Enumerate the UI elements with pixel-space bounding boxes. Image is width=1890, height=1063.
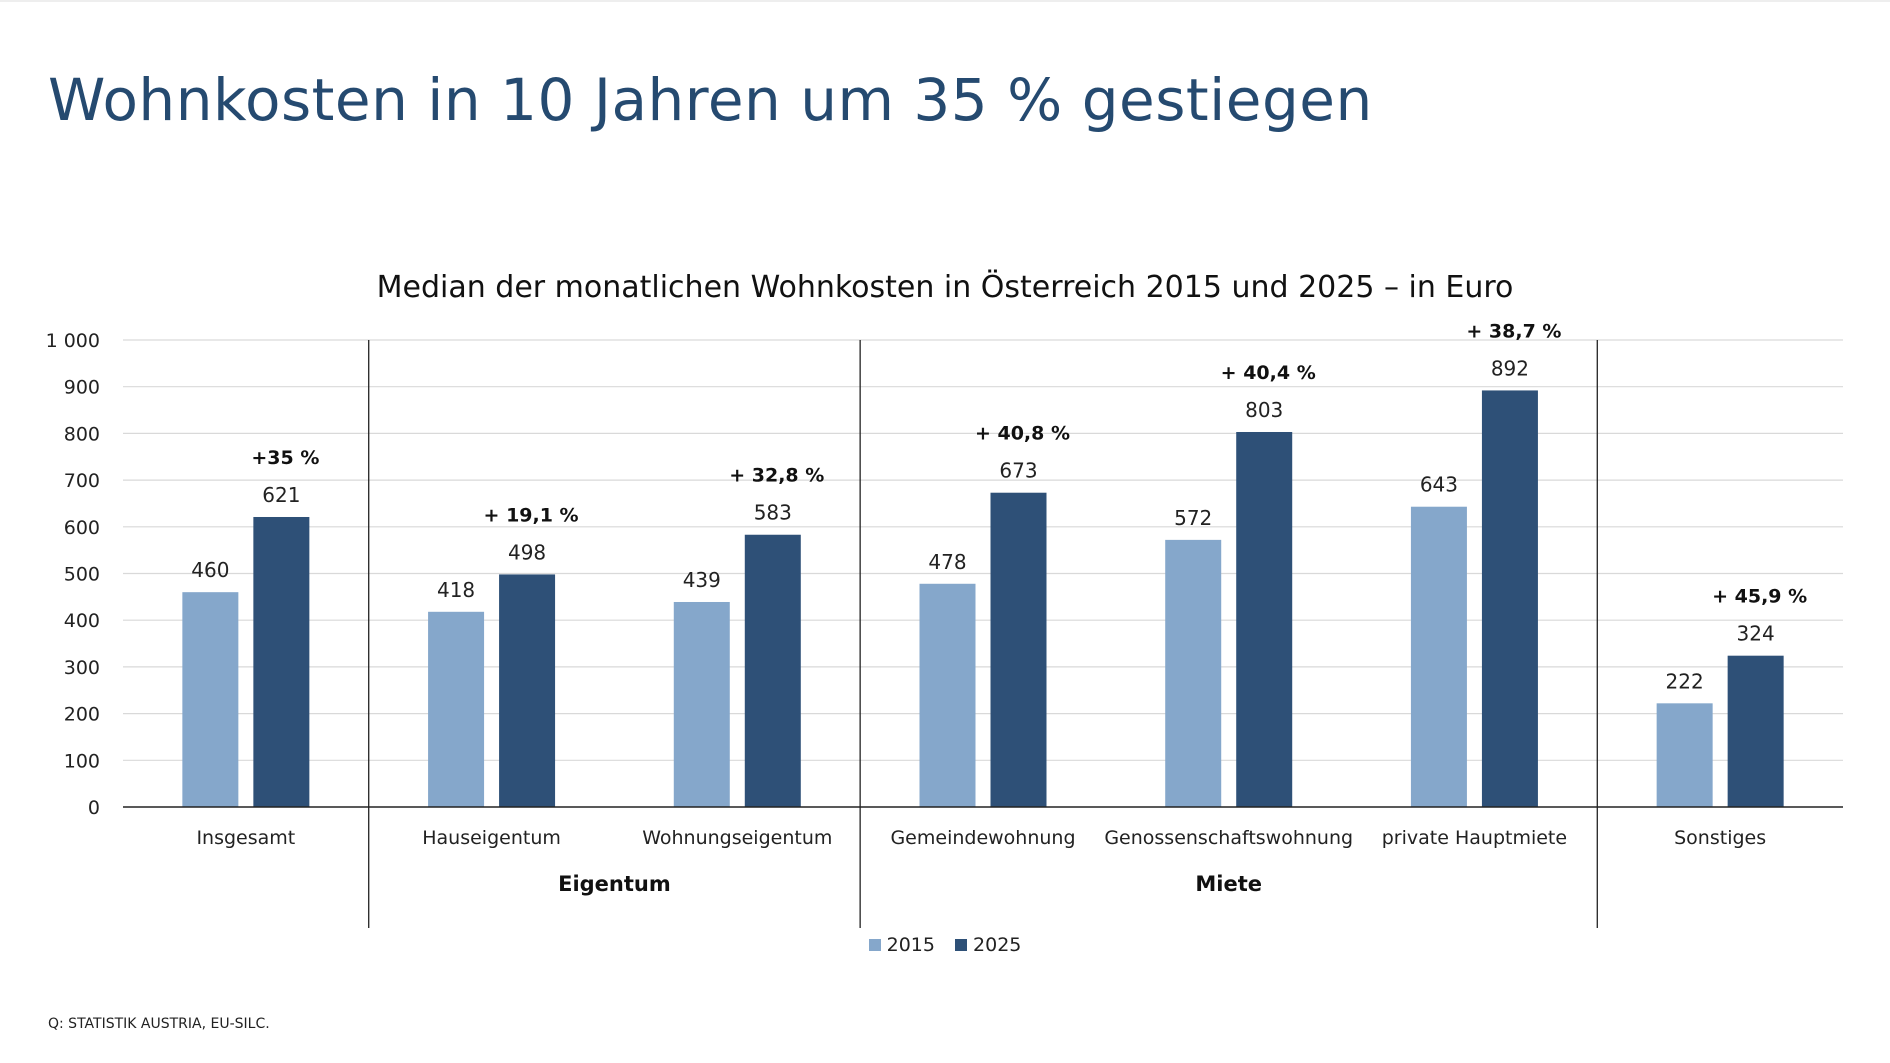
- category-label: private Hauptmiete: [1382, 827, 1567, 849]
- category-label: Insgesamt: [196, 827, 295, 849]
- y-tick-label: 1 000: [46, 330, 100, 352]
- bar-2015: [1165, 539, 1222, 807]
- y-tick-label: 900: [64, 377, 100, 399]
- bar-2015: [182, 592, 239, 807]
- bar-2025: [1727, 655, 1784, 807]
- category-label: Genossenschaftswohnung: [1104, 827, 1353, 849]
- data-label-2025: 583: [754, 501, 792, 525]
- data-label-2025: 621: [262, 483, 300, 507]
- data-label-2015: 439: [683, 568, 721, 592]
- bar-2025: [499, 574, 556, 807]
- top-divider: [0, 0, 1890, 2]
- y-tick-label: 700: [64, 470, 100, 492]
- data-label-2025: 892: [1491, 356, 1529, 380]
- chart-legend: 2015 2025: [0, 934, 1890, 956]
- data-label-2025: 498: [508, 540, 546, 564]
- category-label: Wohnungseigentum: [642, 827, 832, 849]
- bar-2025: [1481, 390, 1538, 807]
- data-label-2025: 324: [1737, 622, 1775, 646]
- data-label-2025: 803: [1245, 398, 1283, 422]
- bar-2015: [673, 601, 730, 807]
- page-title: Wohnkosten in 10 Jahren um 35 % gestiege…: [48, 66, 1373, 134]
- category-label: Sonstiges: [1674, 827, 1766, 849]
- group-label: Miete: [1195, 872, 1262, 896]
- category-label: Gemeindewohnung: [890, 827, 1075, 849]
- y-tick-label: 0: [88, 797, 100, 819]
- source-note: Q: STATISTIK AUSTRIA, EU-SILC.: [48, 1016, 270, 1032]
- y-tick-label: 300: [64, 657, 100, 679]
- bar-2015: [919, 583, 976, 807]
- bar-2025: [1236, 431, 1293, 807]
- y-tick-label: 100: [64, 750, 100, 772]
- y-tick-label: 600: [64, 517, 100, 539]
- group-label: Eigentum: [558, 872, 671, 896]
- legend-label-2015: 2015: [886, 934, 935, 956]
- data-label-2015: 222: [1666, 669, 1704, 693]
- bar-2025: [253, 516, 310, 807]
- data-label-2015: 643: [1420, 473, 1458, 497]
- bar-2015: [428, 611, 485, 807]
- bar-2025: [990, 492, 1047, 807]
- data-label-2025: 673: [999, 459, 1037, 483]
- data-label-2015: 418: [437, 578, 475, 602]
- change-label: + 45,9 %: [1712, 586, 1807, 608]
- change-label: + 32,8 %: [729, 465, 824, 487]
- y-tick-label: 200: [64, 704, 100, 726]
- data-label-2015: 478: [928, 550, 966, 574]
- chart-title: Median der monatlichen Wohnkosten in Öst…: [376, 270, 1514, 305]
- legend-swatch-2015: [868, 939, 881, 951]
- legend-swatch-2025: [955, 939, 968, 951]
- y-tick-label: 800: [64, 423, 100, 445]
- change-label: + 38,7 %: [1466, 320, 1561, 342]
- y-tick-label: 400: [64, 610, 100, 632]
- data-label-2015: 460: [191, 558, 229, 582]
- change-label: + 40,8 %: [975, 423, 1070, 445]
- bar-2015: [1410, 506, 1467, 807]
- y-tick-label: 500: [64, 564, 100, 586]
- legend-label-2025: 2025: [973, 934, 1022, 956]
- category-label: Hauseigentum: [422, 827, 561, 849]
- bar-2015: [1656, 703, 1713, 807]
- bar-2025: [744, 534, 801, 807]
- change-label: + 19,1 %: [484, 504, 579, 526]
- legend-item-2015: 2015: [868, 934, 935, 956]
- change-label: +35 %: [251, 447, 319, 469]
- legend-item-2025: 2025: [955, 934, 1021, 956]
- data-label-2015: 572: [1174, 506, 1212, 530]
- change-label: + 40,4 %: [1221, 362, 1316, 384]
